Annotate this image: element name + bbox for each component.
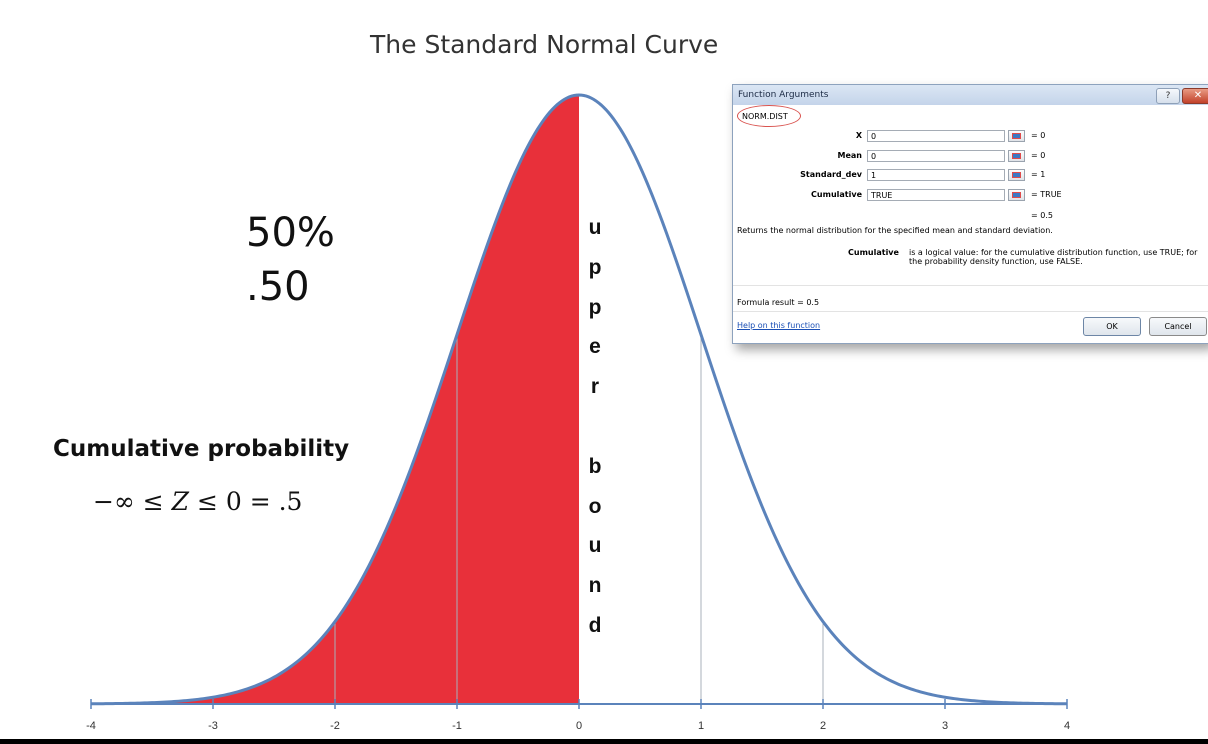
arg-mean-result: = 0 xyxy=(1031,151,1046,160)
arg-cumulative-input[interactable]: TRUE xyxy=(867,189,1005,201)
x-tick-label: 2 xyxy=(820,720,826,732)
x-tick-label: -1 xyxy=(452,720,462,732)
close-button[interactable]: ✕ xyxy=(1182,88,1208,104)
shaded-area-left-of-zero xyxy=(91,95,579,704)
arg-mean-ref-button[interactable] xyxy=(1008,150,1025,162)
upper-bound-letter: u xyxy=(588,216,602,239)
argument-help-text: is a logical value: for the cumulative d… xyxy=(909,248,1198,266)
dialog-divider xyxy=(733,285,1208,286)
upper-bound-letter: p xyxy=(588,295,602,319)
arg-cumulative-result: = TRUE xyxy=(1031,190,1062,199)
range-select-icon xyxy=(1012,153,1021,159)
percent-label: 50% xyxy=(246,210,335,256)
arg-x-ref-button[interactable] xyxy=(1008,130,1025,142)
function-name: NORM.DIST xyxy=(742,112,788,121)
upper-bound-letter: r xyxy=(590,375,600,399)
upper-bound-letter: p xyxy=(588,255,602,279)
reference-lines xyxy=(334,334,824,704)
cancel-button[interactable]: Cancel xyxy=(1149,317,1207,336)
argument-help-name: Cumulative xyxy=(848,248,899,257)
arg-x-result: = 0 xyxy=(1031,131,1046,140)
arg-mean-input[interactable]: 0 xyxy=(867,150,1005,162)
arg-cumulative-label: Cumulative xyxy=(811,190,862,199)
dialog-title-bar[interactable]: Function Arguments ? ✕ xyxy=(733,85,1208,105)
chart-title: The Standard Normal Curve xyxy=(370,30,719,59)
density-curve xyxy=(90,93,1068,706)
range-select-icon xyxy=(1012,192,1021,198)
x-tick-label: 0 xyxy=(576,720,582,732)
range-select-icon xyxy=(1012,133,1021,139)
help-button[interactable]: ? xyxy=(1156,88,1180,104)
x-tick-labels: -4 -3 -2 -1 0 1 2 3 4 xyxy=(86,720,1070,732)
x-tick-marks xyxy=(90,699,1068,709)
arg-x-input[interactable]: 0 xyxy=(867,130,1005,142)
function-result: = 0.5 xyxy=(1031,211,1053,220)
upper-bound-letter: n xyxy=(588,574,602,598)
arg-x-label: X xyxy=(855,131,862,140)
function-name-highlight-circle xyxy=(737,105,801,127)
upper-bound-label: u p p e r b o u n d xyxy=(584,208,606,646)
x-tick-label: 4 xyxy=(1064,720,1070,732)
equation-variable: Z xyxy=(171,487,189,516)
bottom-border xyxy=(0,739,1208,744)
x-tick-label: -2 xyxy=(330,720,340,732)
arg-standard-dev-input[interactable]: 1 xyxy=(867,169,1005,181)
arg-standard-dev-ref-button[interactable] xyxy=(1008,169,1025,181)
help-on-function-link[interactable]: Help on this function xyxy=(737,321,821,330)
arg-cumulative-ref-button[interactable] xyxy=(1008,189,1025,201)
equation-suffix: ≤ 0 = .5 xyxy=(189,487,303,516)
arg-standard-dev-result: = 1 xyxy=(1031,170,1046,179)
x-tick-label: 1 xyxy=(698,720,704,732)
range-select-icon xyxy=(1012,172,1021,178)
upper-bound-letter: d xyxy=(588,613,602,637)
equation-prefix: −∞ ≤ xyxy=(93,487,172,516)
upper-bound-letter: b xyxy=(588,454,602,478)
upper-bound-letter: o xyxy=(588,494,602,518)
probability-equation: −∞ ≤ Z ≤ 0 = .5 xyxy=(93,487,302,516)
ok-button[interactable]: OK xyxy=(1083,317,1141,336)
dialog-title: Function Arguments xyxy=(738,90,829,100)
arg-mean-label: Mean xyxy=(837,151,862,160)
upper-bound-letter: e xyxy=(589,335,601,359)
function-description: Returns the normal distribution for the … xyxy=(737,226,1053,235)
dialog-divider xyxy=(733,311,1208,312)
upper-bound-letter: u xyxy=(588,534,602,558)
arg-standard-dev-label: Standard_dev xyxy=(800,170,862,179)
x-tick-label: -4 xyxy=(86,720,96,732)
upper-bound-letter xyxy=(584,407,606,447)
formula-result: Formula result = 0.5 xyxy=(737,298,820,307)
decimal-label: .50 xyxy=(246,264,310,310)
cumulative-probability-label: Cumulative probability xyxy=(53,436,350,462)
x-tick-label: 3 xyxy=(942,720,948,732)
function-arguments-dialog: Function Arguments ? ✕ NORM.DIST X 0 = 0… xyxy=(732,84,1208,344)
x-tick-label: -3 xyxy=(208,720,218,732)
